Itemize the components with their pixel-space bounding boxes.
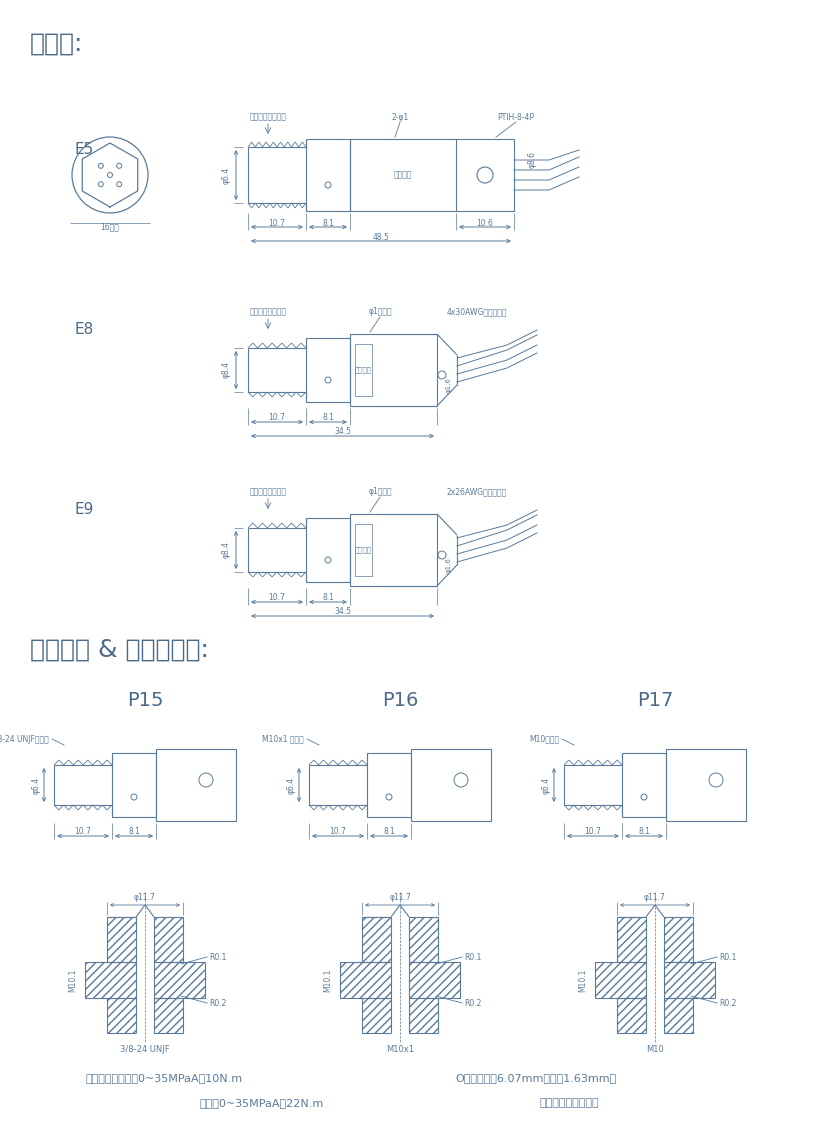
Text: M10x1: M10x1 (386, 1044, 414, 1053)
Text: 标签区域: 标签区域 (394, 171, 412, 180)
Text: 10.7: 10.7 (585, 828, 601, 837)
Text: 参考压力接头图纸: 参考压力接头图纸 (249, 112, 286, 121)
Text: M10.1: M10.1 (69, 969, 77, 992)
Text: 8.1: 8.1 (322, 219, 334, 228)
Text: P17: P17 (637, 690, 673, 710)
Text: 材质与被测介质匹配: 材质与被测介质匹配 (540, 1098, 600, 1108)
Text: R0.2: R0.2 (209, 998, 226, 1008)
Text: P16: P16 (382, 690, 418, 710)
Text: R0.1: R0.1 (464, 953, 481, 962)
Bar (355, 524, 372, 576)
Text: 标签区域: 标签区域 (355, 366, 372, 373)
Text: 10.7: 10.7 (269, 593, 286, 602)
Bar (136, 915, 154, 1035)
Bar (85, 962, 205, 998)
Text: φ6.4: φ6.4 (222, 166, 230, 183)
Text: φ11.7: φ11.7 (134, 892, 156, 901)
Bar (350, 514, 437, 586)
Bar (411, 749, 491, 821)
Text: 34.5: 34.5 (334, 608, 351, 616)
Text: PTIH-8-4P: PTIH-8-4P (497, 112, 534, 121)
Text: 3/8-24 UNJF: 3/8-24 UNJF (120, 1044, 170, 1053)
Text: 8.1: 8.1 (322, 413, 334, 423)
Text: O型圈：内径6.07mm，线径1.63mm，: O型圈：内径6.07mm，线径1.63mm， (455, 1073, 617, 1083)
Text: 外形图:: 外形图: (30, 32, 83, 56)
Text: 10.7: 10.7 (269, 219, 286, 228)
Bar (362, 998, 438, 1033)
Text: φ8.4: φ8.4 (222, 542, 230, 559)
Bar (355, 344, 372, 396)
Text: E5: E5 (75, 142, 94, 158)
Text: φ11.7: φ11.7 (389, 892, 411, 901)
Text: R0.1: R0.1 (209, 953, 226, 962)
Text: 参考压力接头图纸: 参考压力接头图纸 (249, 308, 286, 316)
Text: φ8.4: φ8.4 (222, 362, 230, 379)
Text: M10.1: M10.1 (579, 969, 587, 992)
Bar (646, 915, 664, 1035)
Text: φ6.4: φ6.4 (32, 776, 40, 793)
Bar (340, 962, 460, 998)
Text: φ8.6: φ8.6 (528, 151, 537, 168)
Text: φ1.6: φ1.6 (446, 377, 452, 393)
Text: 8.1: 8.1 (128, 828, 140, 837)
Bar (350, 334, 437, 406)
Bar (617, 998, 693, 1033)
Text: E8: E8 (75, 323, 94, 338)
Text: E9: E9 (75, 503, 94, 518)
Text: φ1.6: φ1.6 (446, 558, 452, 572)
Bar (595, 962, 715, 998)
Text: 安装扭矩：量程＜0~35MPaA，10N.m: 安装扭矩：量程＜0~35MPaA，10N.m (85, 1073, 242, 1083)
Bar (350, 139, 514, 211)
Text: P15: P15 (127, 690, 163, 710)
Bar (362, 917, 438, 962)
Bar (391, 915, 409, 1035)
Text: 10.7: 10.7 (269, 413, 286, 423)
Text: 参考压力接头图纸: 参考压力接头图纸 (249, 488, 286, 497)
Text: 10.7: 10.7 (329, 828, 346, 837)
Text: 48.5: 48.5 (373, 232, 390, 242)
Text: M10.1: M10.1 (323, 969, 333, 992)
Bar (107, 917, 183, 962)
Text: 8.1: 8.1 (383, 828, 395, 837)
Text: 标签区域: 标签区域 (355, 546, 372, 553)
Text: R0.2: R0.2 (719, 998, 737, 1008)
Text: R0.2: R0.2 (464, 998, 481, 1008)
Text: φ1穿线孔: φ1穿线孔 (368, 308, 391, 316)
Text: 压力接头 & 推荐安装图:: 压力接头 & 推荐安装图: (30, 638, 209, 662)
Bar (617, 917, 693, 962)
Text: 8.1: 8.1 (638, 828, 650, 837)
Text: φ6.4: φ6.4 (286, 776, 296, 793)
Text: 2x26AWG线缆屏蔽线: 2x26AWG线缆屏蔽线 (447, 488, 507, 497)
Text: φ1穿线孔: φ1穿线孔 (368, 488, 391, 497)
Text: 4x30AWG线缆屏蔽线: 4x30AWG线缆屏蔽线 (447, 308, 507, 316)
Text: M10: M10 (646, 1044, 664, 1053)
Text: 10.7: 10.7 (75, 828, 92, 837)
Text: R0.1: R0.1 (719, 953, 737, 962)
Text: M10x1 外螺纹: M10x1 外螺纹 (262, 734, 304, 743)
Text: φ6.4: φ6.4 (542, 776, 550, 793)
Bar (107, 998, 183, 1033)
Text: 3/8-24 UNJF外螺纹: 3/8-24 UNJF外螺纹 (0, 734, 49, 743)
Text: 16六方: 16六方 (101, 222, 119, 231)
Bar (666, 749, 746, 821)
Text: 2-φ1: 2-φ1 (391, 112, 408, 121)
Text: φ11.7: φ11.7 (644, 892, 666, 901)
Text: 8.1: 8.1 (322, 593, 334, 602)
Text: 10.6: 10.6 (476, 219, 493, 228)
Text: 34.5: 34.5 (334, 427, 351, 436)
Text: M10外螺纹: M10外螺纹 (529, 734, 559, 743)
Bar (156, 749, 236, 821)
Text: 量程＞0~35MPaA，22N.m: 量程＞0~35MPaA，22N.m (200, 1098, 324, 1108)
